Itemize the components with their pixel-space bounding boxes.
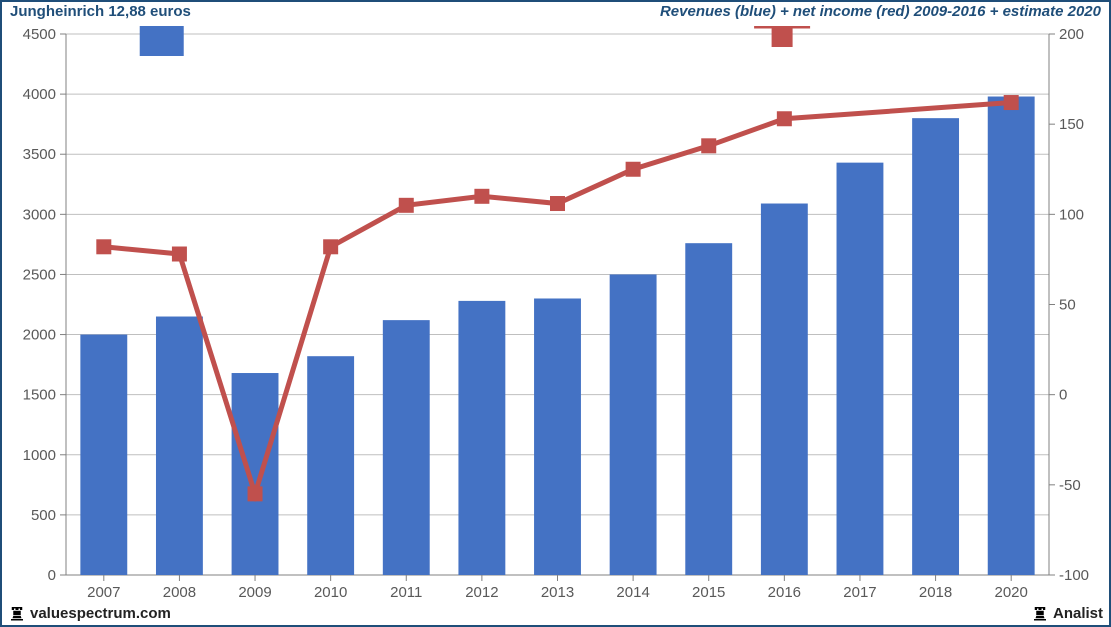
- income-marker: [550, 196, 565, 211]
- revenue-bar: [912, 118, 959, 575]
- income-marker: [172, 247, 187, 262]
- svg-text:2015: 2015: [692, 584, 725, 601]
- legend-revenue-label: revenue: [192, 26, 279, 32]
- income-marker: [701, 138, 716, 153]
- svg-text:3000: 3000: [23, 206, 56, 223]
- svg-text:2500: 2500: [23, 266, 56, 283]
- svg-text:2008: 2008: [163, 584, 196, 601]
- revenue-bar: [458, 301, 505, 575]
- revenue-bar: [837, 163, 884, 575]
- svg-text:-100: -100: [1059, 567, 1089, 584]
- revenue-bar: [761, 204, 808, 575]
- svg-text:2017: 2017: [843, 584, 876, 601]
- svg-text:2014: 2014: [616, 584, 649, 601]
- legend-income-marker: [772, 26, 793, 47]
- revenue-bar: [685, 243, 732, 575]
- svg-text:0: 0: [1059, 387, 1067, 404]
- svg-text:2020: 2020: [995, 584, 1028, 601]
- revenue-bar: [232, 373, 279, 575]
- revenue-bar: [156, 317, 203, 575]
- footer-left-text: valuespectrum.com: [30, 605, 171, 622]
- svg-text:500: 500: [31, 507, 56, 524]
- revenue-bar: [988, 97, 1035, 575]
- svg-text:0: 0: [48, 567, 56, 584]
- chart-frame: Jungheinrich 12,88 euros Revenues (blue)…: [0, 0, 1111, 627]
- income-marker: [474, 189, 489, 204]
- svg-text:3500: 3500: [23, 146, 56, 163]
- revenue-bar: [80, 335, 127, 575]
- rook-icon: [1031, 604, 1049, 622]
- svg-text:2009: 2009: [238, 584, 271, 601]
- income-marker: [96, 239, 111, 254]
- title-right: Revenues (blue) + net income (red) 2009-…: [660, 3, 1101, 27]
- svg-text:2000: 2000: [23, 327, 56, 344]
- svg-text:50: 50: [1059, 297, 1076, 314]
- legend-revenue-swatch: [140, 26, 184, 56]
- income-marker: [399, 198, 414, 213]
- income-marker: [248, 486, 263, 501]
- svg-text:200: 200: [1059, 26, 1084, 43]
- chart-svg: 050010001500200025003000350040004500-100…: [6, 26, 1109, 605]
- svg-text:2012: 2012: [465, 584, 498, 601]
- svg-text:-50: -50: [1059, 477, 1081, 494]
- income-marker: [323, 239, 338, 254]
- svg-text:100: 100: [1059, 206, 1084, 223]
- footer-right-text: Analist: [1053, 605, 1103, 622]
- footer-left-brand: valuespectrum.com: [8, 604, 171, 622]
- svg-text:2010: 2010: [314, 584, 347, 601]
- rook-icon: [8, 604, 26, 622]
- svg-text:2007: 2007: [87, 584, 120, 601]
- svg-text:4000: 4000: [23, 86, 56, 103]
- revenue-bar: [610, 274, 657, 575]
- svg-text:2011: 2011: [390, 584, 422, 601]
- svg-text:2018: 2018: [919, 584, 952, 601]
- footer-bar: valuespectrum.com Analist: [2, 601, 1109, 625]
- income-marker: [777, 111, 792, 126]
- income-marker: [626, 162, 641, 177]
- revenue-bar: [307, 356, 354, 575]
- svg-text:150: 150: [1059, 116, 1084, 133]
- legend-income-label: income: [818, 26, 895, 32]
- chart-area: 050010001500200025003000350040004500-100…: [6, 26, 1105, 601]
- revenue-bar: [383, 320, 430, 575]
- svg-text:1000: 1000: [23, 447, 56, 464]
- revenue-bar: [534, 298, 581, 575]
- svg-text:2016: 2016: [768, 584, 801, 601]
- footer-right-brand: Analist: [1031, 604, 1103, 622]
- svg-text:2013: 2013: [541, 584, 574, 601]
- income-marker: [1004, 95, 1019, 110]
- svg-text:1500: 1500: [23, 387, 56, 404]
- title-bar: Jungheinrich 12,88 euros Revenues (blue)…: [2, 2, 1109, 27]
- title-left: Jungheinrich 12,88 euros: [10, 3, 191, 27]
- svg-text:4500: 4500: [23, 26, 56, 43]
